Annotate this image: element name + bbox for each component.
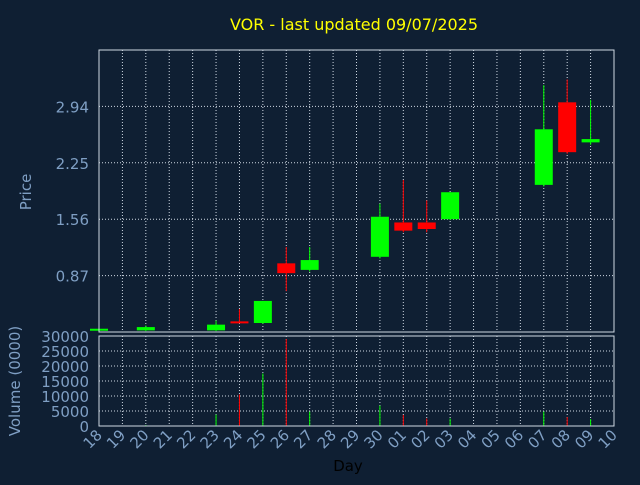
candle-body bbox=[370, 216, 389, 257]
price-y-tick-label: 1.56 bbox=[56, 211, 89, 229]
volume-y-tick-label: 20000 bbox=[41, 358, 89, 376]
price-y-tick-label: 2.94 bbox=[56, 98, 89, 116]
volume-gridlines bbox=[99, 350, 614, 412]
price-panel-frame bbox=[98, 49, 615, 333]
candle-body bbox=[277, 263, 296, 274]
candle-body bbox=[230, 321, 249, 324]
candle bbox=[534, 85, 553, 187]
candle bbox=[136, 325, 155, 332]
candle bbox=[581, 99, 600, 145]
candle bbox=[300, 246, 319, 272]
price-gridlines bbox=[99, 105, 614, 277]
candle bbox=[207, 320, 226, 332]
candle bbox=[253, 300, 272, 324]
volume-y-tick-label: 5000 bbox=[51, 403, 89, 421]
price-y-tick-label: 2.25 bbox=[56, 155, 89, 173]
candle-body bbox=[207, 324, 226, 331]
price-y-tick-label: 0.87 bbox=[56, 268, 89, 286]
volume-bars bbox=[98, 339, 592, 426]
volume-panel-frame bbox=[98, 335, 615, 427]
volume-y-tick-label: 15000 bbox=[41, 373, 89, 391]
candle bbox=[277, 246, 296, 292]
candle-body bbox=[253, 300, 272, 324]
volume-y-tick-label: 0 bbox=[79, 418, 89, 436]
candle bbox=[441, 192, 460, 221]
candle-body bbox=[441, 192, 460, 220]
candle bbox=[230, 309, 249, 324]
chart-title: VOR - last updated 09/07/2025 bbox=[230, 15, 478, 34]
candle bbox=[417, 200, 436, 233]
candle bbox=[558, 79, 577, 154]
x-axis-label: Day bbox=[333, 457, 363, 475]
volume-axis-label: Volume (0000) bbox=[6, 326, 24, 436]
volume-y-tick-label: 30000 bbox=[41, 328, 89, 346]
price-axis-label: Price bbox=[17, 174, 35, 211]
volume-y-tick-label: 10000 bbox=[41, 388, 89, 406]
volume-y-tick-label: 25000 bbox=[41, 343, 89, 361]
candle-body bbox=[534, 129, 553, 185]
candle bbox=[370, 203, 389, 259]
candles bbox=[90, 79, 600, 332]
candle-body bbox=[300, 260, 319, 270]
candle-body bbox=[417, 222, 436, 230]
candle-body bbox=[558, 102, 577, 153]
price-y-tick-labels: 0.87 1.56 2.25 2.94 bbox=[56, 98, 89, 285]
candle-body bbox=[581, 139, 600, 143]
x-tick-labels: 1819202122232425262728293001020304050607… bbox=[80, 426, 621, 452]
candle-body bbox=[136, 327, 155, 331]
candle-body bbox=[394, 222, 413, 231]
candle bbox=[394, 179, 413, 233]
